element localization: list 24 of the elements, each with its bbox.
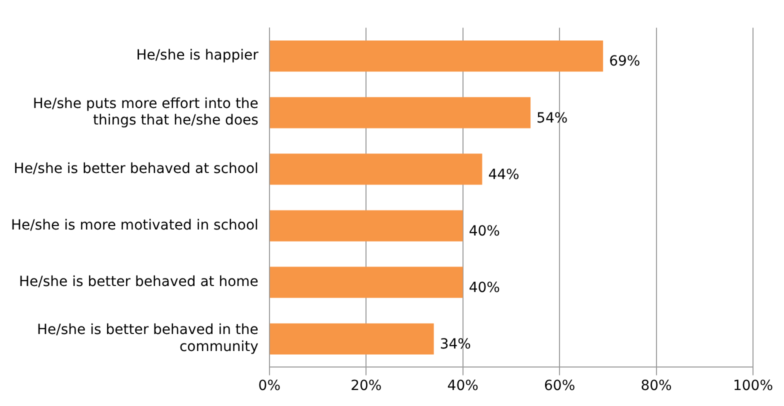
y-tick-label: He/she is happier [136,48,259,64]
x-tick-label: 80% [640,378,672,394]
y-tick-label: He/she is better behaved at home [19,274,258,290]
x-tick-label: 60% [544,378,576,394]
y-tick-label: He/she is better behaved at school [14,160,258,177]
x-tick-label: 0% [258,378,281,394]
data-label: 69% [609,54,640,70]
x-tick-label: 40% [447,378,478,394]
y-tick-label: He/she is more motivated in school [11,217,258,234]
data-label: 40% [468,223,500,240]
bar [270,154,482,185]
bar [270,97,531,128]
bar [270,210,463,242]
bar [270,40,604,72]
y-tick-label: He/she puts more effort into the things that he/she does [32,96,258,129]
x-tick-label: 20% [350,378,382,394]
data-label: 44% [488,166,520,183]
y-tick-label: He/she is better behaved in the community [37,322,258,355]
data-label: 34% [440,336,471,353]
bar [270,323,434,354]
data-label: 40% [468,280,500,296]
bar [270,266,463,298]
x-tick-label: 100% [732,378,774,394]
data-label: 54% [536,110,568,126]
